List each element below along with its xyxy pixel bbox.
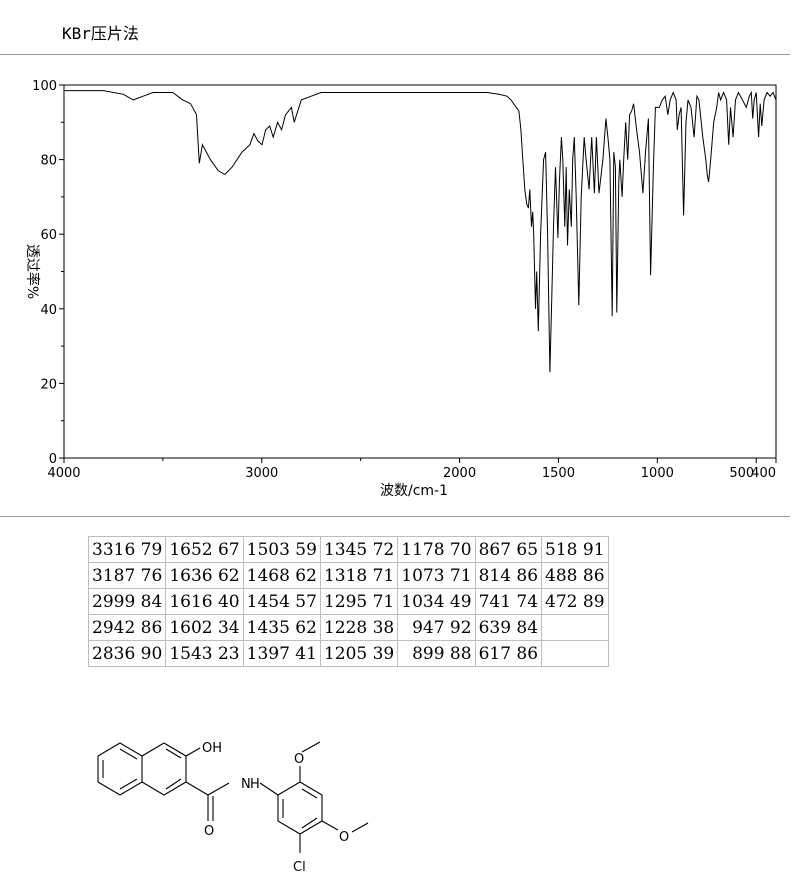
structure-bonds — [97, 741, 369, 853]
chloro-label: Cl — [293, 860, 306, 875]
bond — [301, 788, 318, 799]
peak-cell: 1616 40 — [165, 588, 244, 615]
peak-cell: 2999 84 — [87, 588, 167, 615]
x-tick-label: 2000 — [443, 466, 476, 481]
bond — [97, 742, 121, 757]
peak-cell: 3316 79 — [87, 536, 167, 563]
peak-cell: 1602 34 — [165, 614, 244, 641]
carbonyl-o-label: O — [204, 824, 214, 839]
peak-cell: 741 74 — [474, 588, 543, 615]
bond — [299, 820, 323, 835]
molecular-structure: OH N H O O O Cl — [97, 741, 369, 875]
y-tick-label: 60 — [40, 228, 57, 243]
bond — [119, 781, 143, 796]
bond — [141, 781, 165, 796]
bond — [119, 748, 138, 760]
peak-table: 3316 79 1652 67 1503 59 1345 72 1178 70 867 6… — [87, 536, 609, 667]
peak-cell: 518 91 — [541, 536, 609, 563]
bond — [277, 820, 301, 835]
peak-cell — [541, 614, 609, 641]
y-tick-label: 80 — [40, 154, 57, 169]
bond — [299, 781, 323, 796]
bond — [119, 742, 143, 757]
peak-cell: 1652 67 — [165, 536, 244, 563]
bond — [185, 747, 201, 757]
peak-cell: 639 84 — [474, 614, 543, 641]
peak-cell: 2942 86 — [87, 614, 167, 641]
peak-cell — [541, 640, 609, 667]
bond — [163, 781, 187, 796]
peak-row: 3316 79 1652 67 1503 59 1345 72 1178 70 867 6… — [87, 536, 609, 563]
bond — [165, 748, 182, 759]
bond — [301, 817, 318, 829]
peak-cell: 899 88 — [397, 640, 476, 667]
bond — [185, 781, 209, 796]
peak-cell: 488 86 — [541, 562, 609, 589]
peak-cell: 2836 90 — [87, 640, 167, 667]
peak-cell: 3187 76 — [87, 562, 167, 589]
y-tick-label: 100 — [32, 79, 57, 94]
top-divider — [0, 54, 790, 55]
peak-cell: 1435 62 — [242, 614, 321, 641]
x-tick-label: 1000 — [641, 466, 674, 481]
x-tick-label: 500 — [729, 466, 754, 481]
y-axis-title: 透过率% — [24, 244, 41, 299]
plot-frame — [63, 84, 777, 459]
bond — [141, 742, 165, 757]
peak-cell: 814 86 — [474, 562, 543, 589]
amine-n-label: N — [241, 777, 251, 792]
bond — [163, 742, 187, 757]
peak-cell: 1468 62 — [242, 562, 321, 589]
bond — [207, 782, 230, 796]
bond — [259, 782, 279, 796]
x-axis-title: 波数/cm-1 — [380, 483, 448, 499]
peak-cell: 1543 23 — [165, 640, 244, 667]
x-tick-label: 400 — [751, 466, 776, 481]
peak-cell: 1345 72 — [319, 536, 399, 563]
hydroxyl-label: OH — [202, 741, 222, 756]
bond — [119, 778, 138, 790]
bond — [301, 741, 321, 753]
peak-cell: 1397 41 — [242, 640, 321, 667]
peak-cell: 472 89 — [541, 588, 609, 615]
y-tick-label: 0 — [49, 452, 57, 467]
x-tick-label: 3000 — [245, 466, 278, 481]
middle-divider — [0, 516, 790, 517]
y-tick-label: 20 — [40, 377, 57, 392]
peak-cell: 1178 70 — [397, 536, 476, 563]
peak-row: 3187 76 1636 62 1468 62 1318 71 1073 71 814 8… — [87, 562, 609, 589]
methoxy-o-right-label: O — [339, 830, 349, 845]
peak-cell: 1454 57 — [242, 588, 321, 615]
peak-cell: 1636 62 — [165, 562, 244, 589]
x-tick-label: 1500 — [542, 466, 575, 481]
peak-cell: 1228 38 — [319, 614, 399, 641]
peak-cell: 1503 59 — [242, 536, 321, 563]
bond — [277, 781, 301, 796]
peak-row: 2999 84 1616 40 1454 57 1295 71 1034 49 741 7… — [87, 588, 609, 615]
peak-cell: 947 92 — [397, 614, 476, 641]
peak-cell: 1073 71 — [397, 562, 476, 589]
peak-cell: 1318 71 — [319, 562, 399, 589]
spectrum-line — [64, 90, 777, 373]
bond — [165, 778, 182, 790]
peak-cell: 867 65 — [474, 536, 543, 563]
peak-cell: 1295 71 — [319, 588, 399, 615]
amine-h-label: H — [250, 777, 260, 792]
bond — [321, 820, 339, 831]
peak-cell: 617 86 — [474, 640, 543, 667]
y-tick-label: 40 — [40, 303, 57, 318]
method-label: KBr压片法 — [62, 24, 139, 43]
x-tick-label: 4000 — [47, 466, 80, 481]
peak-cell: 1034 49 — [397, 588, 476, 615]
bond — [97, 781, 121, 796]
peak-cell: 1205 39 — [319, 640, 399, 667]
methoxy-o-top-label: O — [294, 752, 304, 767]
peak-row: 2836 90 1543 23 1397 41 1205 39 899 88 617 8… — [87, 640, 609, 667]
peak-row: 2942 86 1602 34 1435 62 1228 38 947 92 639 8… — [87, 614, 609, 641]
bond — [351, 822, 369, 833]
